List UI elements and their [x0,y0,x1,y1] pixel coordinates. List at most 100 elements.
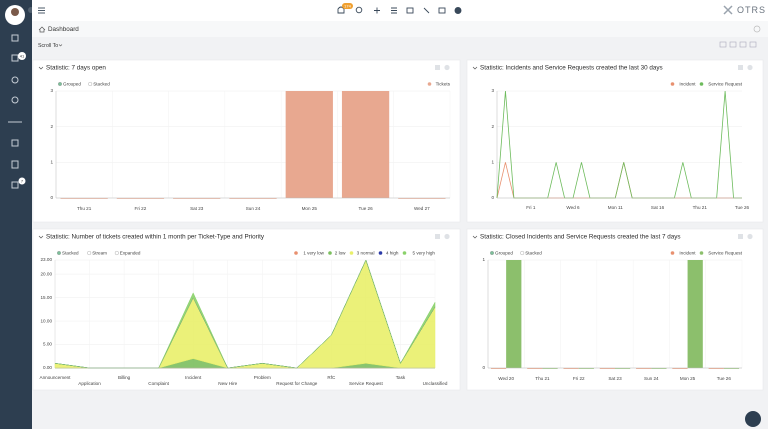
y-tick-label: 5.00 [43,342,52,347]
bar [687,260,703,368]
legend-label: 1 very low [303,250,324,255]
home-icon[interactable] [38,26,46,33]
bar [527,368,543,369]
x-tick-label: Task [396,375,406,380]
scroll-to[interactable]: Scroll To [38,43,58,49]
widget-title: Statistic: Closed Incidents and Service … [480,234,681,241]
layout-icon[interactable] [719,41,727,48]
list-icon[interactable] [391,7,397,14]
x-tick-label: Announcement [40,375,72,380]
x-tick-label: Tue 26 [735,205,750,210]
x-tick-label: Fri 1 [526,205,536,210]
collapse-icon[interactable] [38,235,44,239]
x-tick-label: Mon 25 [680,376,696,381]
bar [398,198,446,199]
bar [229,198,277,199]
control-radio[interactable] [114,250,119,255]
nav-icon[interactable] [11,76,19,84]
legend-marker[interactable] [670,82,675,86]
control-radio[interactable] [57,250,62,255]
y-tick-label: 3 [50,88,53,93]
y-tick-label: 23.00 [41,257,53,262]
search-icon[interactable] [355,6,363,14]
x-tick-label: Application [78,381,101,386]
control-radio[interactable] [58,81,63,86]
collapse-icon[interactable] [472,66,478,70]
breadcrumb-bar [32,21,768,37]
legend-marker[interactable] [328,251,332,255]
top-icons [38,6,462,14]
bell-icon[interactable] [337,6,345,14]
x-tick-label: Sat 23 [608,376,622,381]
control-radio[interactable] [520,250,525,255]
widget-icon[interactable] [738,65,743,70]
notification-badge [342,3,353,9]
nav-icon[interactable] [11,54,19,62]
control-label[interactable]: Stacked [62,250,79,255]
nav-icon[interactable] [11,96,19,104]
x-tick-label: Unclassified [423,381,448,386]
legend-marker[interactable] [699,82,704,86]
collapse-icon[interactable] [38,66,44,70]
widget-icon[interactable] [435,65,440,70]
bar [708,368,724,369]
control-label[interactable]: Grouped [63,81,81,86]
collapse-icon[interactable] [472,235,478,239]
nav-icon[interactable] [11,160,19,169]
bar [599,368,615,369]
nav-icon[interactable] [11,34,19,42]
widget-title: Statistic: 7 days open [46,65,106,72]
control-radio[interactable] [490,250,495,255]
y-tick-label: 0 [491,195,494,200]
legend-label: Service Request [708,250,742,255]
legend-marker[interactable] [670,251,675,255]
layout-icon[interactable] [739,41,747,48]
settings-icon[interactable] [753,25,761,33]
nav-icon[interactable] [11,181,19,189]
widget-icon[interactable] [444,233,450,240]
help-icon[interactable] [454,7,462,14]
y-tick-label: 2 [491,124,494,129]
avatar-face [11,8,19,16]
bar [506,260,522,368]
x-tick-label: RfC [327,375,336,380]
layout-icon[interactable] [749,41,757,48]
legend-marker[interactable] [699,251,704,255]
x-tick-label: Thu 21 [535,376,550,381]
nav-icon[interactable] [11,139,19,147]
mail-icon[interactable] [406,7,414,14]
chat-button[interactable] [745,411,761,427]
widget-icon[interactable] [747,233,753,240]
bar [615,368,631,369]
legend-marker[interactable] [294,251,298,255]
widget-icon[interactable] [738,234,743,239]
control-label[interactable]: Stacked [93,81,110,86]
control-label[interactable]: Stream [92,250,107,255]
x-tick-label: Billing [118,375,131,380]
legend-label: Incident [679,81,696,86]
control-radio[interactable] [87,250,92,255]
bar [173,198,221,199]
legend-marker[interactable] [402,251,407,255]
layout-icon[interactable] [729,41,737,48]
control-label[interactable]: Expanded [120,250,141,255]
y-tick-label: 10.00 [41,318,53,323]
widget-icon[interactable] [444,64,450,71]
x-tick-label: Wed 6 [566,205,580,210]
control-radio[interactable] [88,81,93,86]
breadcrumb[interactable]: Dashboard [48,26,79,33]
widget-icon[interactable] [435,234,440,239]
legend-marker[interactable] [378,251,383,255]
control-label[interactable]: Stacked [525,250,542,255]
widget-icon[interactable] [747,64,753,71]
logo: OTRS [737,5,766,15]
x-tick-label: Thu 21 [77,206,92,211]
phone-icon[interactable] [423,7,430,14]
control-label[interactable]: Grouped [495,250,513,255]
legend-marker[interactable] [349,251,354,255]
legend-marker[interactable] [427,82,432,86]
add-icon[interactable] [374,7,380,14]
y-tick-label: 1 [491,160,494,165]
calendar-icon[interactable] [438,7,446,14]
